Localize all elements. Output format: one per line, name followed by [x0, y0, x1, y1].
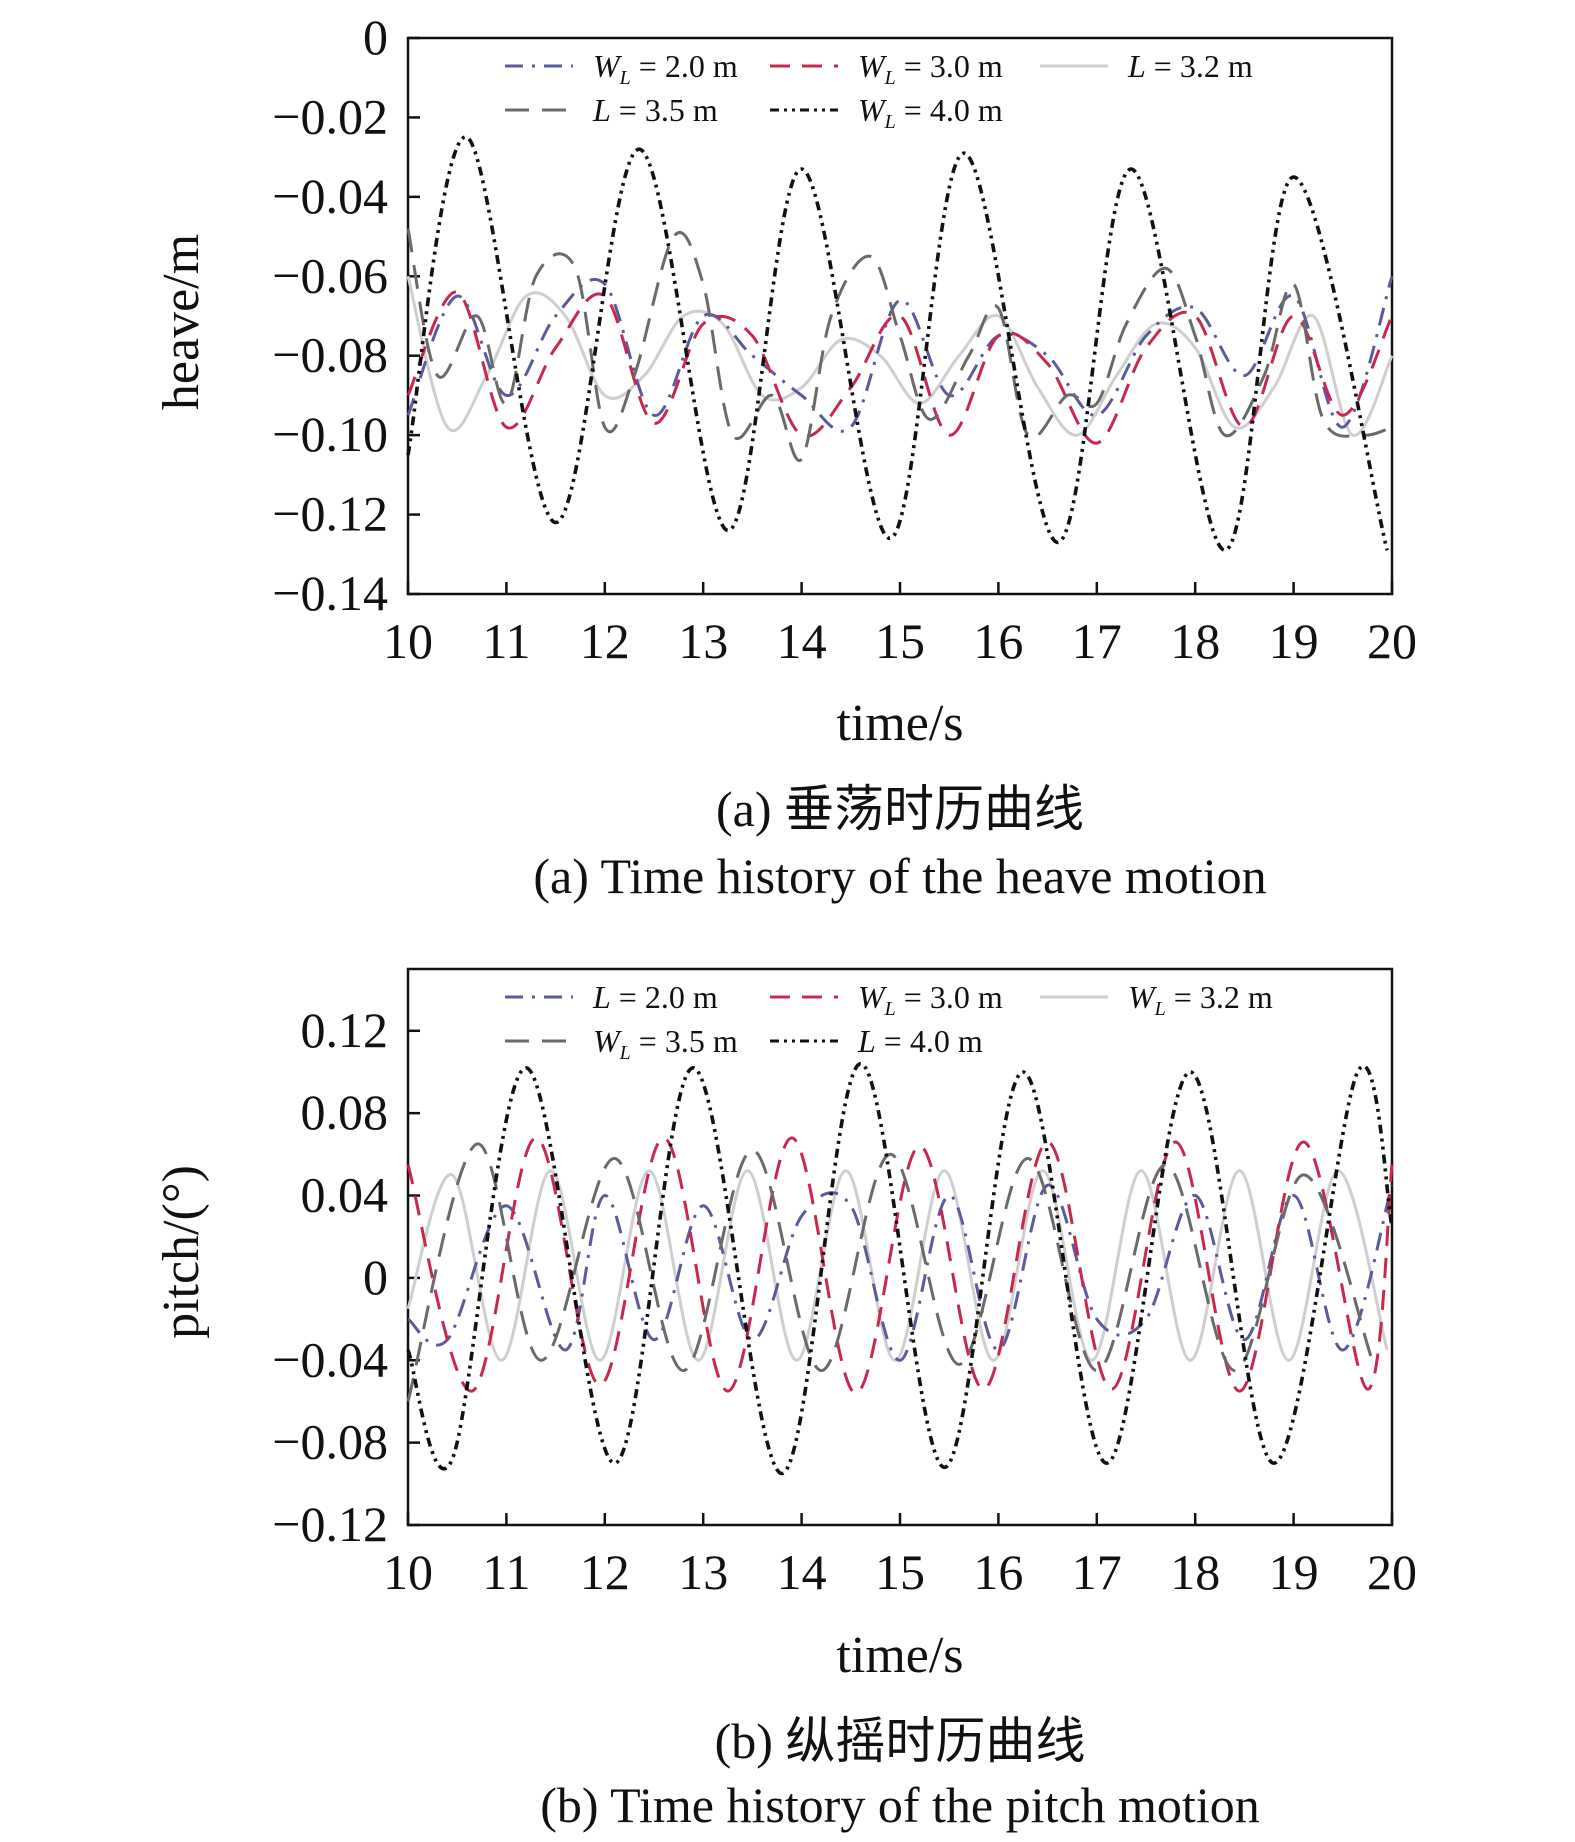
x-tick-label: 20 — [1367, 613, 1417, 669]
series-line-3 — [406, 1169, 1389, 1362]
pitch-chart-panel: 10 11 12 13 14 15 16 17 18 19 20 0.12 0.08 0.04 0 −0.0… — [153, 967, 1417, 1833]
y-tick-label: −0.14 — [272, 565, 388, 621]
series-line-1 — [407, 1183, 1394, 1362]
x-tick-label: 19 — [1269, 613, 1319, 669]
x-tick-label: 13 — [678, 1544, 728, 1600]
series-line-5 — [406, 135, 1389, 553]
series-line-2 — [406, 1136, 1394, 1395]
y-tick-label: 0.08 — [301, 1084, 389, 1140]
legend-label: L = 2.0 m — [592, 979, 718, 1015]
legend-label: L = 4.0 m — [857, 1023, 983, 1059]
series-line-1 — [406, 275, 1394, 433]
x-tick-label: 11 — [482, 613, 530, 669]
x-tick-label: 18 — [1170, 1544, 1220, 1600]
x-tick-label: 15 — [875, 613, 925, 669]
x-tick-label: 16 — [973, 1544, 1023, 1600]
caption-cn: (b) 纵摇时历曲线 — [715, 1713, 1086, 1769]
x-tick-label: 20 — [1367, 1544, 1417, 1600]
x-tick-label: 10 — [383, 613, 433, 669]
legend-label: WL = 3.0 m — [858, 48, 1003, 89]
series-line-3 — [406, 275, 1394, 437]
y-tick-label: −0.10 — [272, 406, 388, 462]
legend-label: WL = 2.0 m — [593, 48, 738, 89]
y-tick-label: 0.04 — [301, 1167, 389, 1223]
x-tick-label: 15 — [875, 1544, 925, 1600]
legend-label: L = 3.5 m — [592, 92, 718, 128]
y-axis-ticks: 0.12 0.08 0.04 0 −0.04 −0.08 −0.12 — [272, 1002, 420, 1552]
caption-en: (b) Time history of the pitch motion — [540, 1777, 1259, 1833]
series-lines — [406, 135, 1394, 553]
series-line-5 — [406, 1061, 1394, 1476]
x-axis-label: time/s — [836, 695, 963, 752]
legend-label: WL = 3.5 m — [593, 1023, 738, 1064]
x-tick-label: 18 — [1170, 613, 1220, 669]
x-tick-label: 14 — [777, 1544, 827, 1600]
x-axis-ticks: 10 11 12 13 14 15 16 17 18 19 20 — [383, 1513, 1417, 1600]
x-tick-label: 16 — [973, 613, 1023, 669]
x-tick-label: 11 — [482, 1544, 530, 1600]
series-line-4 — [406, 1142, 1374, 1402]
y-tick-label: 0.12 — [301, 1002, 389, 1058]
y-tick-label: −0.12 — [272, 1496, 388, 1552]
legend-label: L = 3.2 m — [1127, 48, 1253, 84]
legend-label: WL = 4.0 m — [858, 92, 1003, 133]
y-axis-label: heave/m — [153, 234, 210, 410]
x-axis-ticks: 10 11 12 13 14 15 16 17 18 19 20 — [383, 582, 1417, 669]
series-line-4 — [406, 228, 1393, 463]
y-axis-label: pitch/(°) — [153, 1165, 210, 1339]
caption-en: (a) Time history of the heave motion — [533, 848, 1266, 904]
y-tick-label: −0.12 — [272, 486, 388, 542]
x-tick-label: 13 — [678, 613, 728, 669]
y-axis-ticks: 0 −0.02 −0.04 −0.06 −0.08 −0.10 −0.12 −0.14 — [272, 9, 420, 621]
y-tick-label: 0 — [363, 9, 388, 65]
x-tick-label: 12 — [580, 613, 630, 669]
heave-chart-panel: 10 11 12 13 14 15 16 17 18 19 20 0 −0.02 −0.04 −0.06 −… — [153, 9, 1417, 904]
x-tick-label: 19 — [1269, 1544, 1319, 1600]
y-tick-label: −0.04 — [272, 1331, 388, 1387]
legend-label: WL = 3.0 m — [858, 979, 1003, 1020]
legend-label: WL = 3.2 m — [1128, 979, 1273, 1020]
x-tick-label: 17 — [1072, 613, 1122, 669]
y-tick-label: −0.08 — [272, 327, 388, 383]
caption-cn: (a) 垂荡时历曲线 — [716, 781, 1084, 837]
x-tick-label: 12 — [580, 1544, 630, 1600]
y-tick-label: −0.08 — [272, 1414, 388, 1470]
x-tick-label: 10 — [383, 1544, 433, 1600]
y-tick-label: −0.06 — [272, 247, 388, 303]
y-tick-label: −0.02 — [272, 88, 388, 144]
y-tick-label: −0.04 — [272, 168, 388, 224]
x-axis-label: time/s — [836, 1627, 963, 1684]
y-tick-label: 0 — [363, 1249, 388, 1305]
series-line-2 — [406, 290, 1394, 445]
legend: L = 2.0 m WL = 3.0 m WL = 3.2 m WL = 3.5 m L… — [505, 979, 1273, 1064]
legend: WL = 2.0 m WL = 3.0 m L = 3.2 m L = 3.5 m WL… — [505, 48, 1253, 133]
series-lines — [406, 1061, 1394, 1476]
x-tick-label: 14 — [777, 613, 827, 669]
x-tick-label: 17 — [1072, 1544, 1122, 1600]
